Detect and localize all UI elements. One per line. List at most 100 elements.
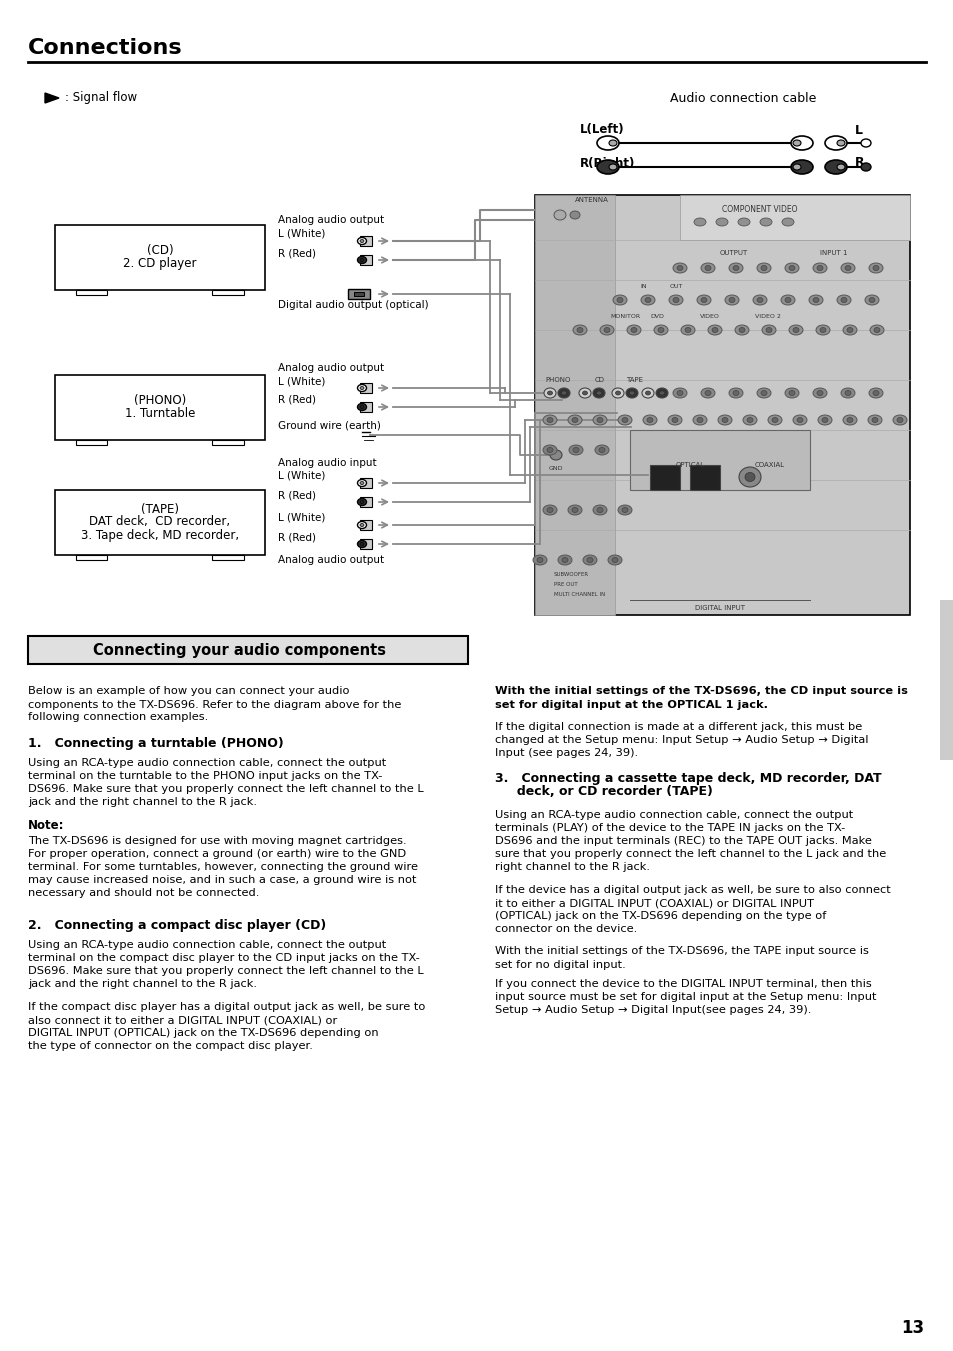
Ellipse shape bbox=[597, 417, 602, 423]
Text: terminal on the compact disc player to the CD input jacks on the TX-: terminal on the compact disc player to t… bbox=[28, 952, 419, 963]
Text: PHONO: PHONO bbox=[545, 377, 570, 382]
Bar bbox=[679, 195, 909, 240]
Text: CD: CD bbox=[595, 377, 604, 382]
Ellipse shape bbox=[842, 415, 856, 426]
Bar bbox=[348, 289, 370, 299]
Bar bbox=[213, 440, 244, 444]
Text: OPTICAL: OPTICAL bbox=[675, 462, 704, 467]
Ellipse shape bbox=[790, 136, 812, 150]
Ellipse shape bbox=[573, 326, 586, 335]
Text: 3. Tape deck, MD recorder,: 3. Tape deck, MD recorder, bbox=[81, 528, 239, 542]
Ellipse shape bbox=[790, 159, 812, 174]
Text: Using an RCA-type audio connection cable, connect the output: Using an RCA-type audio connection cable… bbox=[495, 811, 852, 820]
Bar bbox=[213, 555, 244, 561]
Ellipse shape bbox=[700, 263, 714, 273]
Ellipse shape bbox=[572, 508, 578, 512]
Ellipse shape bbox=[784, 388, 799, 399]
Text: Input (see pages 24, 39).: Input (see pages 24, 39). bbox=[495, 747, 638, 758]
Ellipse shape bbox=[537, 558, 542, 562]
Text: With the initial settings of the TX-DS696, the TAPE input source is: With the initial settings of the TX-DS69… bbox=[495, 947, 868, 957]
Ellipse shape bbox=[597, 159, 618, 174]
Ellipse shape bbox=[692, 415, 706, 426]
Ellipse shape bbox=[656, 388, 667, 399]
Ellipse shape bbox=[618, 505, 631, 515]
Ellipse shape bbox=[693, 218, 705, 226]
Ellipse shape bbox=[359, 500, 364, 504]
Ellipse shape bbox=[746, 417, 752, 423]
Text: If the device has a digital output jack as well, be sure to also connect: If the device has a digital output jack … bbox=[495, 885, 890, 896]
Text: Analog audio output: Analog audio output bbox=[277, 363, 384, 373]
Text: L(Left): L(Left) bbox=[579, 123, 624, 136]
Bar bbox=[359, 539, 372, 549]
Ellipse shape bbox=[757, 297, 762, 303]
Ellipse shape bbox=[598, 447, 604, 453]
Text: The TX-DS696 is designed for use with moving magnet cartridges.: The TX-DS696 is designed for use with mo… bbox=[28, 836, 406, 846]
Bar bbox=[76, 290, 108, 295]
Text: components to the TX-DS696. Refer to the diagram above for the: components to the TX-DS696. Refer to the… bbox=[28, 700, 401, 709]
Text: DS696. Make sure that you properly connect the left channel to the L: DS696. Make sure that you properly conne… bbox=[28, 966, 423, 975]
Ellipse shape bbox=[680, 326, 695, 335]
Bar bbox=[213, 290, 244, 295]
Ellipse shape bbox=[846, 417, 852, 423]
Bar bbox=[359, 520, 372, 530]
Text: right channel to the R jack.: right channel to the R jack. bbox=[495, 862, 649, 871]
Ellipse shape bbox=[567, 415, 581, 426]
Ellipse shape bbox=[677, 266, 682, 270]
Ellipse shape bbox=[711, 327, 718, 332]
Text: If the digital connection is made at a different jack, this must be: If the digital connection is made at a d… bbox=[495, 721, 862, 732]
Ellipse shape bbox=[359, 523, 364, 527]
Ellipse shape bbox=[359, 386, 364, 389]
Text: (CD): (CD) bbox=[147, 245, 173, 257]
Text: COMPONENT VIDEO: COMPONENT VIDEO bbox=[721, 205, 797, 215]
Text: L (White): L (White) bbox=[277, 513, 325, 523]
Text: Connections: Connections bbox=[28, 38, 182, 58]
Polygon shape bbox=[45, 93, 59, 103]
Ellipse shape bbox=[742, 415, 757, 426]
Ellipse shape bbox=[672, 263, 686, 273]
Ellipse shape bbox=[582, 555, 597, 565]
Ellipse shape bbox=[625, 388, 638, 399]
Ellipse shape bbox=[738, 218, 749, 226]
Text: sure that you properly connect the left channel to the L jack and the: sure that you properly connect the left … bbox=[495, 848, 885, 859]
Ellipse shape bbox=[357, 480, 366, 486]
Ellipse shape bbox=[760, 390, 766, 396]
Ellipse shape bbox=[728, 297, 734, 303]
Ellipse shape bbox=[846, 327, 852, 332]
Ellipse shape bbox=[595, 444, 608, 455]
Bar bbox=[939, 600, 953, 761]
Bar bbox=[55, 376, 265, 440]
Text: jack and the right channel to the R jack.: jack and the right channel to the R jack… bbox=[28, 797, 256, 807]
Ellipse shape bbox=[896, 417, 902, 423]
Ellipse shape bbox=[704, 266, 710, 270]
Ellipse shape bbox=[868, 388, 882, 399]
Ellipse shape bbox=[844, 266, 850, 270]
Text: L (White): L (White) bbox=[277, 471, 325, 481]
Ellipse shape bbox=[629, 390, 634, 394]
Ellipse shape bbox=[607, 555, 621, 565]
Ellipse shape bbox=[788, 326, 802, 335]
Ellipse shape bbox=[357, 404, 366, 411]
Text: also connect it to either a DIGITAL INPUT (COAXIAL) or: also connect it to either a DIGITAL INPU… bbox=[28, 1016, 337, 1025]
Ellipse shape bbox=[593, 505, 606, 515]
Ellipse shape bbox=[593, 415, 606, 426]
Ellipse shape bbox=[781, 295, 794, 305]
Ellipse shape bbox=[700, 388, 714, 399]
Text: DIGITAL INPUT: DIGITAL INPUT bbox=[695, 605, 744, 611]
Text: For proper operation, connect a ground (or earth) wire to the GND: For proper operation, connect a ground (… bbox=[28, 848, 406, 859]
Ellipse shape bbox=[820, 327, 825, 332]
Ellipse shape bbox=[873, 327, 879, 332]
Ellipse shape bbox=[836, 163, 844, 170]
Text: terminals (PLAY) of the device to the TAPE IN jacks on the TX-: terminals (PLAY) of the device to the TA… bbox=[495, 823, 844, 834]
Text: necessary and should not be connected.: necessary and should not be connected. bbox=[28, 888, 259, 898]
Bar bbox=[28, 636, 468, 663]
Ellipse shape bbox=[677, 390, 682, 396]
Text: 2.   Connecting a compact disc player (CD): 2. Connecting a compact disc player (CD) bbox=[28, 919, 326, 932]
Text: 13: 13 bbox=[900, 1319, 923, 1337]
Ellipse shape bbox=[608, 141, 617, 146]
Ellipse shape bbox=[861, 163, 870, 172]
Ellipse shape bbox=[359, 543, 364, 546]
Ellipse shape bbox=[739, 327, 744, 332]
Ellipse shape bbox=[824, 136, 846, 150]
Ellipse shape bbox=[788, 266, 794, 270]
Ellipse shape bbox=[724, 295, 739, 305]
